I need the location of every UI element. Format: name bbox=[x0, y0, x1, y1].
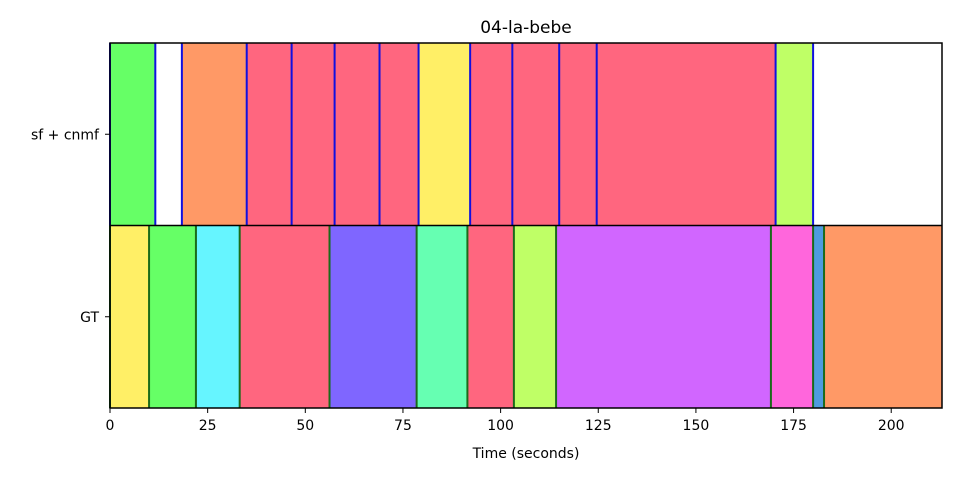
segment-1-9 bbox=[770, 225, 814, 408]
chart-title: 04-la-bebe bbox=[480, 18, 572, 38]
x-tick-label: 125 bbox=[585, 418, 612, 434]
segment-0-4 bbox=[291, 43, 335, 226]
segment-1-6 bbox=[467, 225, 514, 408]
segment-1-2 bbox=[195, 225, 240, 408]
segment-0-6 bbox=[379, 43, 419, 226]
segment-0-2 bbox=[181, 43, 247, 226]
x-tick-label: 0 bbox=[106, 418, 115, 434]
segment-1-11 bbox=[824, 225, 942, 408]
plot-area bbox=[109, 42, 943, 409]
y-tick-label: sf + cnmf bbox=[31, 127, 100, 143]
y-tick-label: GT bbox=[80, 310, 99, 326]
segment-0-9 bbox=[512, 43, 560, 226]
segment-1-10 bbox=[813, 225, 825, 408]
segment-1-0 bbox=[110, 225, 150, 408]
x-tick-label: 175 bbox=[780, 418, 807, 434]
segment-0-3 bbox=[246, 43, 292, 226]
segment-0-11 bbox=[596, 43, 776, 226]
segment-0-0 bbox=[110, 43, 156, 226]
segment-1-1 bbox=[149, 225, 196, 408]
x-tick-label: 25 bbox=[199, 418, 217, 434]
x-tick-label: 50 bbox=[296, 418, 314, 434]
segment-1-5 bbox=[416, 225, 468, 408]
x-tick-label: 100 bbox=[487, 418, 514, 434]
plot-frame bbox=[109, 42, 943, 409]
x-tick-label: 200 bbox=[878, 418, 905, 434]
segment-0-8 bbox=[470, 43, 513, 226]
segment-0-7 bbox=[418, 43, 471, 226]
segment-1-8 bbox=[556, 225, 771, 408]
x-axis: 0 25 50 75 100 125 150 175 200 bbox=[106, 408, 905, 434]
segment-0-12 bbox=[775, 43, 814, 226]
segment-0-13 bbox=[813, 43, 942, 226]
x-tick-label: 75 bbox=[394, 418, 412, 434]
x-axis-label: Time (seconds) bbox=[472, 446, 580, 462]
y-axis: sf + cnmf GT bbox=[31, 127, 110, 326]
segment-1-3 bbox=[239, 225, 330, 408]
segment-0-10 bbox=[559, 43, 597, 226]
segment-0-5 bbox=[334, 43, 380, 226]
segment-1-7 bbox=[513, 225, 557, 408]
segment-1-4 bbox=[329, 225, 417, 408]
segment-0-1 bbox=[155, 43, 182, 226]
x-tick-label: 150 bbox=[683, 418, 710, 434]
